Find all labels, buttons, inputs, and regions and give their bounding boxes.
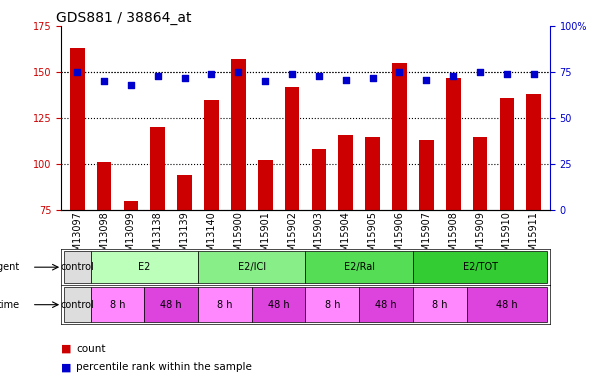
Text: count: count	[76, 344, 106, 354]
Point	[153, 73, 163, 79]
Point	[448, 73, 458, 79]
Text: GDS881 / 38864_at: GDS881 / 38864_at	[56, 11, 192, 25]
Bar	[338, 135, 353, 210]
Text: percentile rank within the sample: percentile rank within the sample	[76, 363, 252, 372]
Bar	[64, 251, 90, 283]
Bar	[204, 100, 219, 210]
Text: 8 h: 8 h	[110, 300, 125, 310]
Bar	[231, 59, 246, 210]
Text: E2/TOT: E2/TOT	[463, 262, 497, 272]
Text: time: time	[0, 300, 20, 310]
Text: control: control	[60, 262, 94, 272]
Text: agent: agent	[0, 262, 20, 272]
Text: ■: ■	[61, 363, 71, 372]
Point	[368, 75, 378, 81]
Bar	[365, 136, 380, 210]
Bar	[473, 136, 488, 210]
Bar	[64, 287, 90, 322]
Bar	[177, 175, 192, 210]
Point	[207, 71, 216, 77]
Bar	[97, 162, 111, 210]
Point	[287, 71, 297, 77]
Bar	[500, 98, 514, 210]
Text: 48 h: 48 h	[375, 300, 397, 310]
Bar	[198, 287, 252, 322]
Point	[529, 71, 539, 77]
Bar	[252, 287, 306, 322]
Text: 48 h: 48 h	[496, 300, 518, 310]
Point	[314, 73, 324, 79]
Bar	[413, 287, 467, 322]
Point	[99, 78, 109, 84]
Bar	[306, 251, 413, 283]
Bar	[527, 94, 541, 210]
Text: E2: E2	[138, 262, 150, 272]
Text: E2/Ral: E2/Ral	[344, 262, 375, 272]
Bar	[306, 287, 359, 322]
Text: 48 h: 48 h	[268, 300, 290, 310]
Point	[72, 69, 82, 75]
Point	[475, 69, 485, 75]
Text: ■: ■	[61, 344, 71, 354]
Point	[180, 75, 189, 81]
Bar	[144, 287, 198, 322]
Bar	[70, 48, 84, 210]
Bar	[90, 251, 198, 283]
Point	[341, 76, 351, 82]
Bar	[312, 149, 326, 210]
Bar	[359, 287, 413, 322]
Bar	[198, 251, 306, 283]
Bar	[413, 251, 547, 283]
Bar	[258, 160, 273, 210]
Bar	[446, 78, 461, 210]
Text: control: control	[60, 300, 94, 310]
Bar	[150, 128, 165, 210]
Point	[422, 76, 431, 82]
Bar	[467, 287, 547, 322]
Bar	[392, 63, 407, 210]
Text: 8 h: 8 h	[432, 300, 447, 310]
Point	[260, 78, 270, 84]
Point	[126, 82, 136, 88]
Bar	[123, 201, 138, 210]
Bar	[419, 140, 434, 210]
Text: 8 h: 8 h	[217, 300, 233, 310]
Text: 48 h: 48 h	[161, 300, 182, 310]
Point	[233, 69, 243, 75]
Bar	[285, 87, 299, 210]
Bar	[90, 287, 144, 322]
Text: 8 h: 8 h	[324, 300, 340, 310]
Point	[502, 71, 512, 77]
Point	[395, 69, 404, 75]
Text: E2/ICI: E2/ICI	[238, 262, 266, 272]
